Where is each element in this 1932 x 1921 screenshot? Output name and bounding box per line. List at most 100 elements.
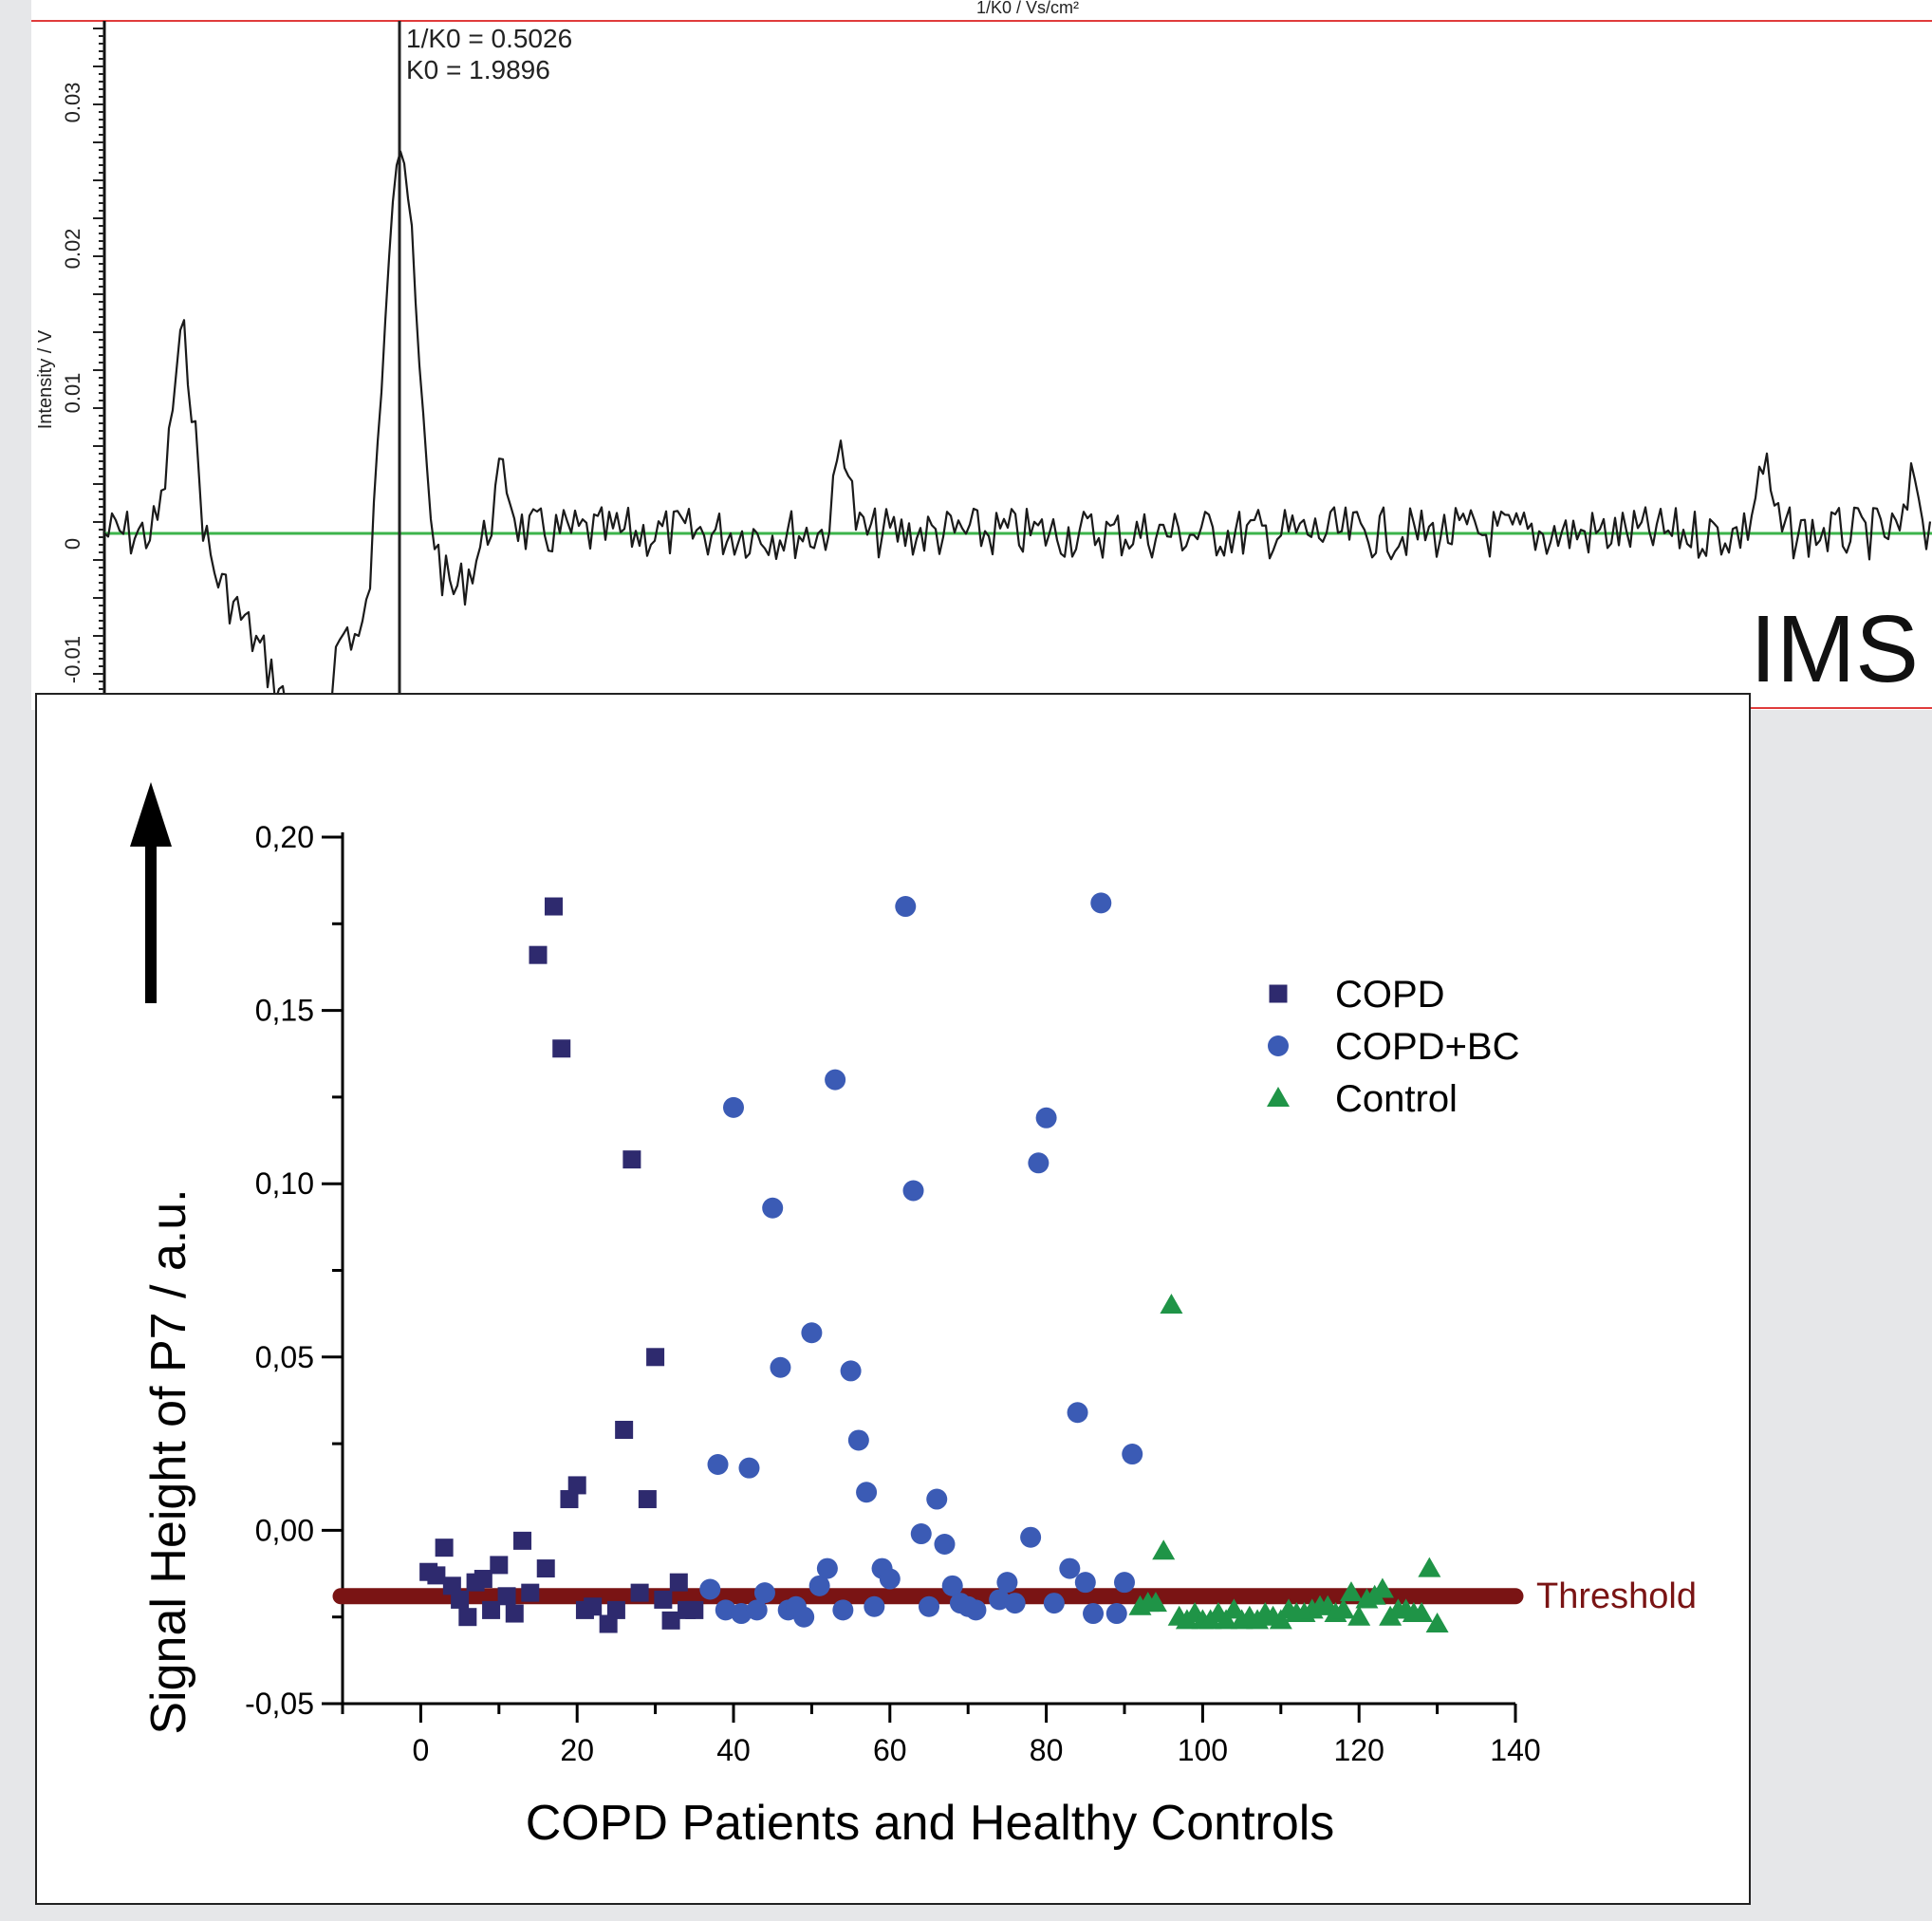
copd-bc-point: [895, 896, 917, 918]
copd-bc-point: [801, 1322, 823, 1344]
copd-bc-point: [1105, 1603, 1127, 1625]
copd-bc-point: [919, 1595, 939, 1617]
legend-marker-control: [1267, 1087, 1290, 1107]
control-point: [1152, 1539, 1176, 1560]
x-tick-label: 40: [716, 1733, 751, 1767]
ims-minor-ticks: [93, 28, 104, 690]
legend-label: COPD: [1335, 974, 1445, 1016]
copd-point: [606, 1600, 625, 1619]
copd-bc-point: [825, 1069, 846, 1091]
copd-point: [490, 1556, 509, 1575]
copd-point: [497, 1587, 516, 1606]
ims-y-tick-label: -0.01: [61, 636, 84, 683]
control-point: [1410, 1602, 1434, 1623]
chart-axes: -0,05 0,00 0,05 0,10 0,15 0,20 0 20 40 60 80 100 120…: [245, 820, 1541, 1767]
copd-point: [685, 1600, 704, 1619]
copd-point: [622, 1150, 641, 1169]
copd-bc-point: [1083, 1603, 1105, 1625]
control-point: [1269, 1609, 1292, 1630]
y-tick-label: -0,05: [245, 1687, 314, 1721]
ims-marker-label-2: K0 = 1.9896: [406, 55, 550, 84]
copd-point: [661, 1611, 680, 1630]
copd-bc-point: [934, 1534, 956, 1556]
copd-bc-point: [770, 1356, 791, 1378]
control-point: [1331, 1598, 1355, 1619]
copd-point: [474, 1570, 492, 1589]
copd-bc-point: [856, 1482, 878, 1503]
copd-point: [646, 1348, 665, 1367]
copd-bc-point: [1067, 1402, 1088, 1424]
ims-corner-label: IMS: [1750, 596, 1919, 702]
legend-label: Control: [1335, 1078, 1458, 1120]
ims-y-axis-label: Intensity / V: [35, 329, 56, 429]
threshold-label: Threshold: [1536, 1576, 1697, 1616]
copd-point: [482, 1600, 501, 1619]
ims-top-axis-label: 1/K0 / Vs/cm²: [976, 0, 1079, 17]
data-points: [419, 892, 1449, 1633]
y-tick-label: 0,20: [255, 820, 314, 854]
ims-y-tick-label: 0.02: [61, 229, 84, 270]
copd-point: [435, 1539, 454, 1557]
copd-point: [505, 1604, 524, 1623]
copd-point: [451, 1590, 470, 1609]
scatter-chart-panel: -0,05 0,00 0,05 0,10 0,15 0,20 0 20 40 60 80 100 120…: [35, 693, 1751, 1905]
copd-bc-point: [1074, 1572, 1096, 1594]
y-tick-label: 0,00: [255, 1513, 314, 1547]
copd-point: [544, 897, 563, 916]
bottom-strip: [35, 1905, 1751, 1921]
copd-bc-point: [715, 1599, 736, 1621]
copd-bc-point: [1114, 1572, 1135, 1594]
copd-bc-point: [879, 1568, 901, 1590]
copd-bc-point: [723, 1096, 744, 1118]
ims-y-tick-label: 0: [61, 538, 84, 550]
legend-label: COPD+BC: [1335, 1026, 1520, 1068]
copd-bc-point: [793, 1606, 815, 1628]
copd-bc-point: [1035, 1107, 1057, 1128]
x-tick-label: 0: [413, 1733, 430, 1767]
copd-point: [560, 1490, 579, 1509]
legend-marker-copd: [1269, 984, 1288, 1003]
copd-bc-point: [699, 1578, 721, 1600]
control-point: [1425, 1613, 1449, 1633]
copd-bc-point: [902, 1180, 924, 1202]
y-tick-label: 0,05: [255, 1340, 314, 1374]
copd-bc-point: [926, 1488, 948, 1510]
copd-point: [584, 1597, 603, 1616]
copd-point: [536, 1559, 555, 1578]
copd-bc-point: [864, 1595, 885, 1617]
copd-point: [654, 1590, 673, 1609]
copd-bc-point: [816, 1557, 838, 1579]
copd-bc-point: [965, 1599, 987, 1621]
copd-point: [567, 1476, 586, 1495]
copd-point: [669, 1573, 688, 1592]
copd-bc-point: [753, 1582, 775, 1604]
copd-point: [529, 945, 548, 964]
y-direction-arrow-head: [130, 782, 172, 847]
copd-bc-point: [762, 1197, 784, 1219]
y-tick-label: 0,10: [255, 1166, 314, 1201]
copd-bc-point: [1059, 1557, 1081, 1579]
copd-point: [513, 1531, 532, 1550]
copd-point: [552, 1039, 571, 1058]
copd-bc-point: [989, 1589, 1011, 1611]
copd-bc-point: [847, 1429, 869, 1451]
copd-bc-point: [707, 1454, 729, 1476]
chart-legend: COPD COPD+BC Control: [1267, 974, 1520, 1120]
copd-bc-point: [808, 1575, 830, 1596]
copd-bc-point: [1020, 1526, 1042, 1548]
copd-bc-point: [731, 1603, 752, 1625]
scatter-chart: -0,05 0,00 0,05 0,10 0,15 0,20 0 20 40 60 80 100 120…: [130, 782, 1697, 1851]
legend-marker-copd-bc: [1268, 1035, 1289, 1056]
copd-bc-point: [1090, 892, 1112, 914]
copd-bc-point: [746, 1599, 768, 1621]
copd-point: [599, 1614, 618, 1633]
ims-marker-label-1: 1/K0 = 0.5026: [406, 24, 572, 53]
copd-bc-point: [996, 1572, 1018, 1594]
copd-bc-point: [832, 1599, 854, 1621]
copd-point: [442, 1576, 461, 1595]
y-tick-label: 0,15: [255, 994, 314, 1028]
control-point: [1347, 1605, 1371, 1626]
ims-spectrum-panel: 1/K0 / Vs/cm² 0.03 0.02 0.01 0 -0.01 Int…: [0, 0, 1932, 710]
copd-bc-point: [1122, 1444, 1143, 1465]
ims-spectrum-trace: [103, 150, 1932, 710]
